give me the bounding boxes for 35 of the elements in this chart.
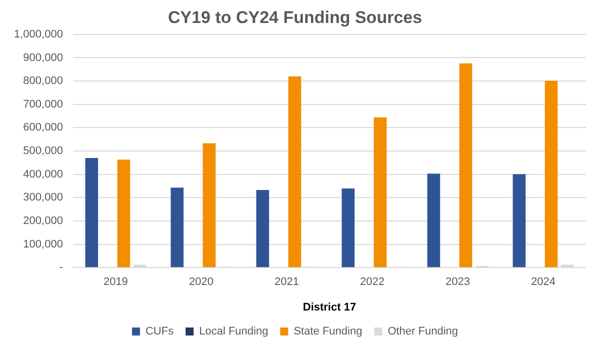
bar: [170, 188, 184, 268]
x-axis-title: District 17: [302, 301, 356, 314]
legend-label: Local Funding: [199, 326, 268, 338]
x-tick-label: 2019: [103, 276, 128, 288]
bar: [427, 174, 440, 268]
y-tick-label: 700,000: [23, 98, 63, 110]
y-tick-label: 900,000: [23, 52, 63, 64]
bar: [342, 188, 355, 268]
y-tick-label: 600,000: [23, 122, 63, 134]
bar: [256, 190, 270, 268]
x-tick-label: 2021: [274, 276, 299, 288]
x-tick-label: 2022: [360, 276, 384, 288]
x-tick-label: 2023: [445, 276, 470, 288]
legend-label: Other Funding: [388, 326, 458, 338]
legend-label: State Funding: [294, 326, 362, 338]
bar: [374, 117, 387, 268]
y-tick-label: 500,000: [23, 145, 63, 158]
bar: [544, 80, 558, 268]
y-tick-label: 300,000: [23, 192, 63, 204]
y-tick-label: 1,000,000: [14, 28, 63, 40]
legend-label: CUFs: [145, 326, 174, 338]
y-tick-label: 200,000: [23, 214, 63, 227]
bar: [459, 63, 472, 268]
y-tick-label: 400,000: [23, 168, 63, 180]
x-tick-label: 2024: [531, 276, 556, 288]
x-tick-label: 2020: [188, 276, 214, 288]
y-tick-label: 100,000: [23, 238, 63, 250]
bar: [117, 160, 130, 268]
bar: [288, 76, 302, 268]
y-tick-label: 800,000: [23, 75, 63, 88]
bar: [512, 174, 526, 268]
y-tick-label: -: [59, 262, 64, 274]
bar: [85, 158, 98, 268]
chart-title: CY19 to CY24 Funding Sources: [168, 8, 422, 27]
bar: [202, 143, 216, 268]
